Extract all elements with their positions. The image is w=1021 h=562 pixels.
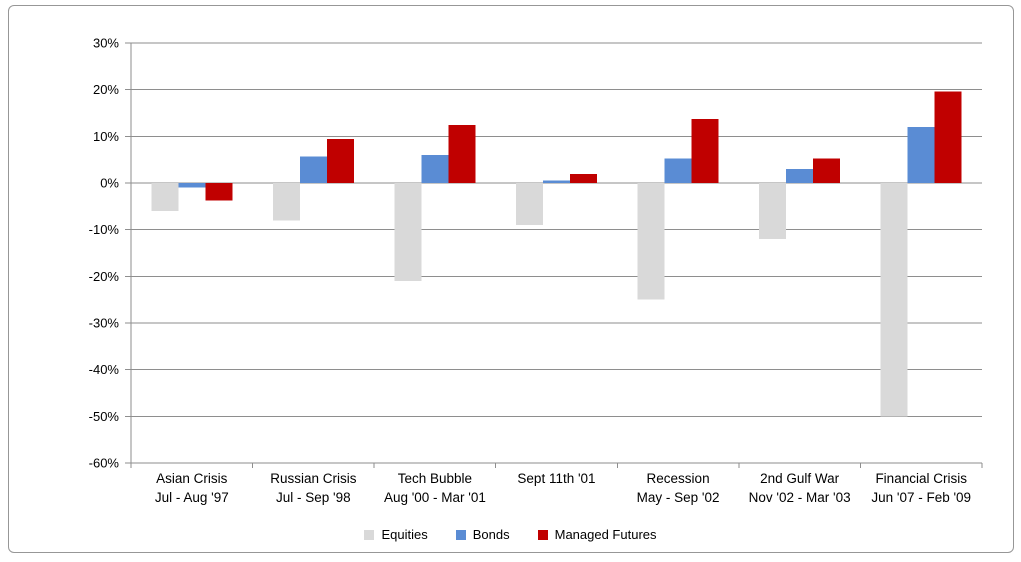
bar-equities: [880, 183, 908, 417]
bar-managed-futures: [570, 174, 597, 183]
bar-managed-futures: [691, 119, 719, 183]
bar-managed-futures: [448, 125, 476, 183]
bar-bonds: [786, 169, 814, 183]
legend-label-bonds: Bonds: [472, 527, 510, 542]
category-label-name: Sept 11th '01: [517, 471, 595, 486]
category-label-name: Tech Bubble: [398, 471, 472, 486]
bar-managed-futures: [934, 91, 962, 183]
category-label-period: May - Sep '02: [637, 490, 720, 505]
bar-equities: [394, 183, 422, 281]
bar-equities: [272, 183, 300, 221]
category-label-name: Asian Crisis: [156, 471, 228, 486]
bar-bonds: [664, 158, 692, 183]
legend-item-equities: Equities: [364, 527, 428, 542]
y-tick-label: 20%: [93, 82, 119, 97]
category-label-period: Nov '02 - Mar '03: [749, 490, 851, 505]
legend-item-bonds: Bonds: [455, 527, 510, 542]
bar-bonds: [299, 156, 327, 183]
y-tick-label: 0%: [100, 176, 119, 191]
legend-label-equities: Equities: [381, 527, 428, 542]
legend-label-managed-futures: Managed Futures: [554, 527, 657, 542]
bar-managed-futures: [205, 183, 233, 201]
bar-bonds: [178, 183, 206, 188]
legend-swatch-equities: [364, 529, 375, 540]
bar-equities: [637, 183, 665, 300]
category-label-period: Jun '07 - Feb '09: [871, 490, 971, 505]
category-label-period: Jul - Aug '97: [155, 490, 229, 505]
y-tick-label: -60%: [89, 456, 120, 471]
legend-item-managed-futures: Managed Futures: [537, 527, 657, 542]
category-label-name: Recession: [647, 471, 710, 486]
bar-bonds: [421, 155, 449, 183]
category-label-name: 2nd Gulf War: [760, 471, 840, 486]
y-tick-label: -40%: [89, 362, 120, 377]
y-tick-label: -30%: [89, 316, 120, 331]
y-tick-label: 30%: [93, 36, 119, 51]
chart-frame: [8, 5, 1014, 553]
legend-swatch-managed-futures: [537, 529, 548, 540]
legend-swatch-bonds: [455, 529, 466, 540]
bar-equities: [759, 183, 787, 239]
bar-managed-futures: [326, 139, 354, 183]
category-label-name: Russian Crisis: [270, 471, 357, 486]
y-tick-label: -10%: [89, 222, 120, 237]
y-tick-label: -50%: [89, 409, 120, 424]
bar-managed-futures: [813, 158, 841, 183]
bar-equities: [151, 183, 179, 211]
y-tick-label: -20%: [89, 269, 120, 284]
category-label-period: Jul - Sep '98: [276, 490, 351, 505]
bar-equities: [516, 183, 543, 225]
y-tick-label: 10%: [93, 129, 119, 144]
bar-bonds: [543, 180, 570, 183]
category-label-period: Aug '00 - Mar '01: [384, 490, 486, 505]
category-label-name: Financial Crisis: [875, 471, 967, 486]
chart-legend: Equities Bonds Managed Futures: [0, 527, 1021, 542]
bar-bonds: [907, 127, 935, 183]
